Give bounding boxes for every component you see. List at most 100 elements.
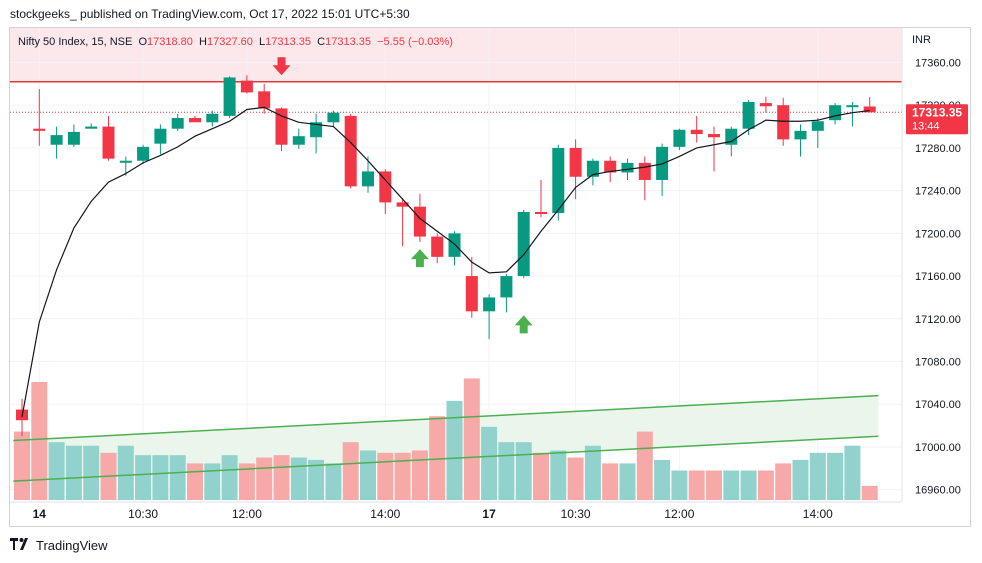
candle-body [448,233,461,257]
candle [396,198,409,247]
candle-body [759,103,772,107]
volume-bar [515,442,532,500]
volume-bar [619,463,636,500]
candle [604,156,617,183]
candle [431,233,444,264]
price-tag-value: 17313.35 [912,105,962,119]
change-value: −5.55 (−0.03%) [377,36,453,48]
chart-legend: Nifty 50 Index, 15, NSE O17318.80 H17327… [18,36,453,48]
open-value: 17318.80 [147,36,193,48]
candle [206,110,219,127]
x-tick-label: 10:30 [561,507,591,521]
low-label: L [259,36,266,48]
candle-body [863,106,876,113]
candle-body [102,126,115,159]
candle [50,126,63,159]
candle-body [725,128,738,145]
candle [708,126,720,172]
open-label: O [138,36,148,48]
candle [690,115,703,143]
candle [310,113,323,154]
candle [569,139,582,200]
candle-body [829,105,842,121]
candle [258,83,271,114]
volume-bar [827,452,844,500]
candle [171,113,184,131]
candle-body [292,136,305,145]
candle [344,113,357,189]
candle [483,294,496,340]
volume-bar [308,459,325,500]
x-tick-label: 14:00 [370,507,400,521]
currency-label: INR [912,34,931,46]
candle-body [517,212,530,277]
volume-bar [377,452,394,500]
candle-body [483,297,496,312]
resistance-zone [10,28,902,82]
candle-body [85,126,98,129]
y-tick-label: 17080.00 [915,357,961,369]
volume-bar [31,382,48,500]
volume-bar [152,455,169,500]
candle-body [362,171,374,187]
volume-bar [169,455,186,500]
candle [67,124,80,147]
candle [154,124,167,155]
y-tick-label: 17200.00 [915,228,961,240]
volume-bar [14,431,30,500]
buy-signal-arrow [514,315,533,334]
sell-signal-arrow [272,57,291,76]
volume-bar [48,442,65,500]
candle-body [552,147,565,214]
symbol-label: Nifty 50 Index, 15, NSE [18,36,133,48]
candle-body [500,276,513,298]
candle-body [742,102,755,129]
publish-header: stockgeeks_ published on TradingView.com… [10,7,410,21]
close-value: 17313.35 [325,36,371,48]
x-tick-label: 12:00 [664,507,694,521]
candle-body [690,129,703,135]
price-tag [906,104,968,135]
volume-bar [792,459,809,500]
volume-bar [671,470,688,500]
volume-bar [481,426,498,500]
volume-bar [775,463,792,500]
candle-body [811,121,824,131]
x-tick-label: 17 [482,507,496,521]
candle-body [171,118,184,129]
candle [673,128,686,151]
x-tick-label: 14 [33,507,47,521]
volume-bar [463,378,480,500]
volume-bar [325,463,342,500]
candle-body [638,162,651,180]
volume-bar [723,470,740,500]
candle-body [33,128,46,131]
candle [517,209,530,279]
buy-signal-arrow [410,249,429,268]
candle-body [465,276,478,312]
candle-body [396,202,409,207]
candle [500,273,513,313]
candle [223,76,236,119]
candle-body [50,135,63,145]
volume-bar [861,485,878,500]
y-tick-label: 17360.00 [915,57,961,69]
volume-bar [429,416,446,500]
volume-bar [844,445,861,500]
candle [240,75,253,94]
candle-body [67,131,80,145]
close-label: C [317,36,326,48]
candle [448,231,461,266]
channel-upper-line [13,394,879,442]
volume-bar [533,452,549,500]
candle-body [240,80,253,93]
volume-bar [273,455,290,500]
candle-body [569,147,582,177]
candle-body [621,162,634,173]
volume-bar [809,452,826,500]
tradingview-logo-icon [10,538,32,553]
volume-bar [83,445,100,500]
volume-bar [204,463,221,500]
y-tick-label: 16960.00 [915,485,961,497]
